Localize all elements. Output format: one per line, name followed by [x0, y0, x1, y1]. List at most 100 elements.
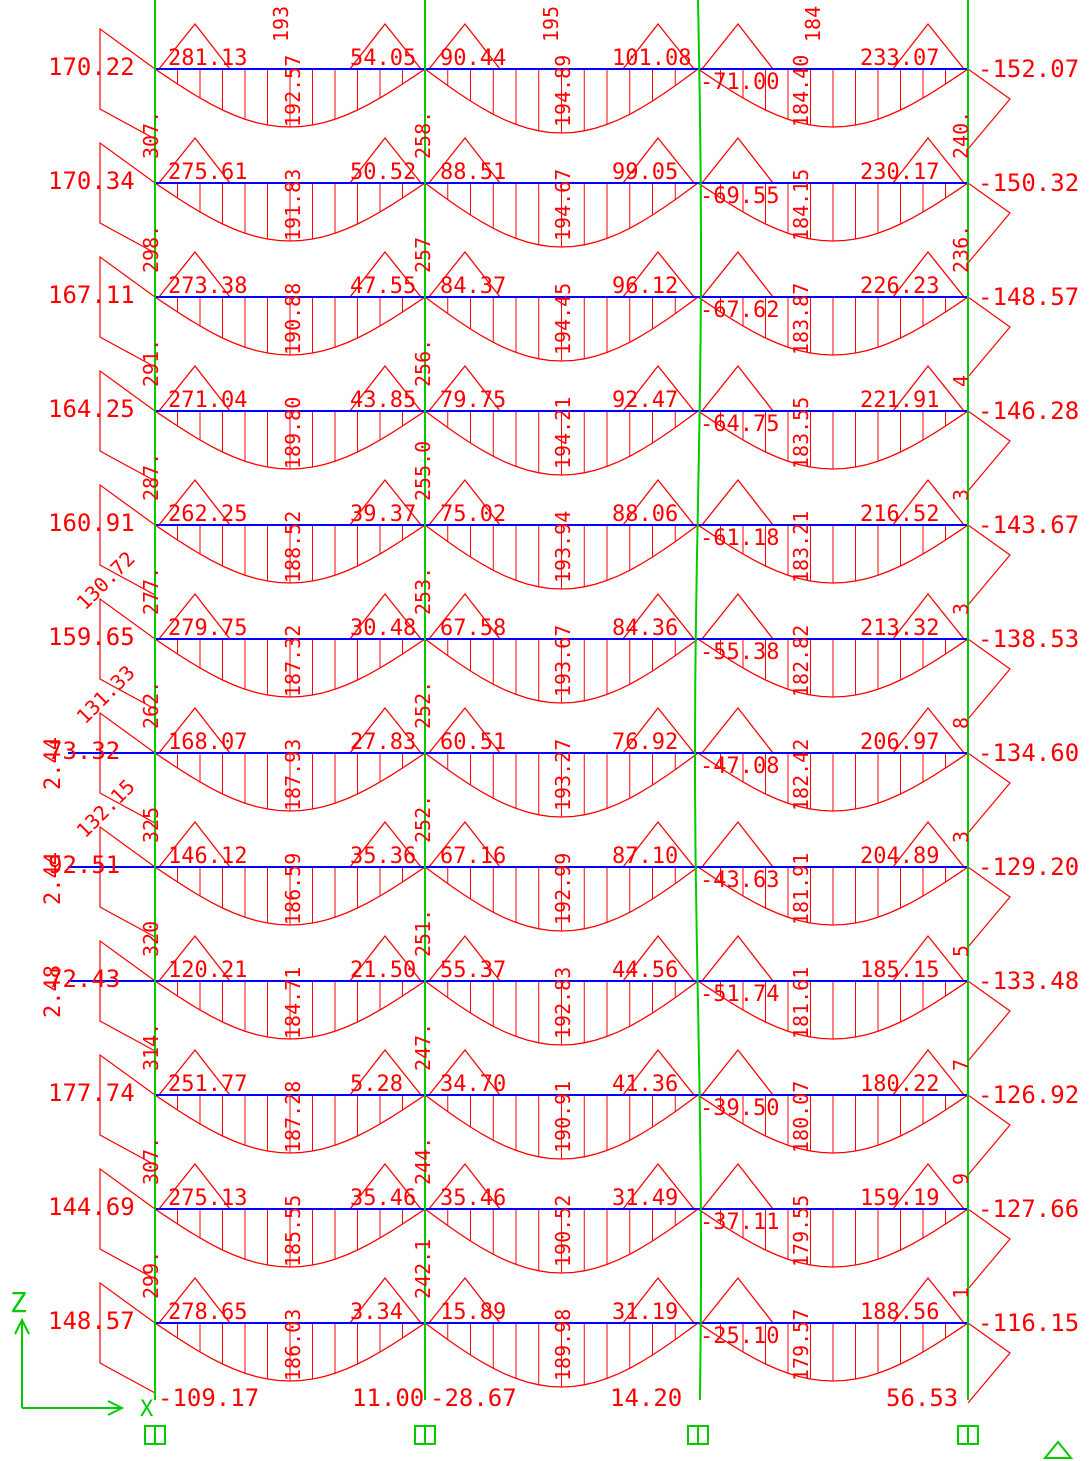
column4-moment-7: 3: [949, 831, 973, 843]
moment-spike-left-f4-s1: [158, 364, 231, 412]
span3-right-moment-f10: 180.22: [860, 1072, 939, 1097]
column4-moment-6: 8: [949, 717, 973, 729]
span1-left-moment-f9: 120.21: [168, 958, 247, 983]
span2-right-moment-f9: 44.56: [612, 958, 678, 983]
span1-right-moment-f11: 35.46: [350, 1186, 416, 1211]
span3-right-moment-f11: 159.19: [860, 1186, 939, 1211]
axes-indicator: Z X: [10, 1286, 154, 1422]
span3-right-moment-f6: 213.32: [860, 616, 939, 641]
moment-spike-left-f1-s1: [158, 22, 231, 70]
moment-right-end-f10: [967, 1094, 1011, 1176]
span3-left-moment-f8: -43.63: [700, 868, 779, 893]
moment-spike-right-f11-s3: [892, 1162, 965, 1210]
span3-right-moment-f9: 185.15: [860, 958, 939, 983]
span2-right-moment-f2: 99.05: [612, 160, 678, 185]
span1-mid-moment-f7: 187.93: [281, 739, 305, 811]
moment-spike-left-f12-s3: [701, 1276, 774, 1324]
span1-left-moment-f3: 273.38: [168, 274, 247, 299]
span1-left-moment-f1: 281.13: [168, 46, 247, 71]
bottom-column3-moment: 14.20: [610, 1384, 682, 1412]
column2-moment-6: 252.: [411, 681, 435, 729]
left-end-moment-f11: 144.69: [48, 1193, 135, 1221]
moment-spike-left-f2-s3: [701, 136, 774, 184]
span2-mid-moment-f5: 193.94: [551, 511, 575, 583]
moment-left-end-f12: [99, 1281, 156, 1394]
left-end-moment-f10: 177.74: [48, 1079, 135, 1107]
column1-moment-3: 291.: [139, 339, 163, 387]
moment-spike-right-f11-s2: [622, 1162, 695, 1210]
moment-spike-right-f3-s3: [892, 250, 965, 298]
moment-spike-left-f9-s2: [428, 934, 501, 982]
moment-spike-left-f5-s2: [428, 478, 501, 526]
span1-left-moment-f12: 278.65: [168, 1300, 247, 1325]
moment-spike-right-f6-s3: [892, 592, 965, 640]
moment-spike-right-f7-s3: [892, 706, 965, 754]
moment-diagram-layer: [99, 22, 1011, 1404]
column1-moment-10: 307.: [139, 1137, 163, 1185]
column4-moment-5: 3: [949, 603, 973, 615]
span2-left-moment-f2: 88.51: [440, 160, 506, 185]
moment-spike-left-f5-s1: [158, 478, 231, 526]
span3-left-moment-f11: -37.11: [700, 1210, 779, 1235]
column2-moment-1: 258.: [411, 111, 435, 159]
column4-moment-10: 9: [949, 1173, 973, 1185]
span3-right-moment-f1: 233.07: [860, 46, 939, 71]
span2-left-moment-f5: 75.02: [440, 502, 506, 527]
span3-left-moment-f1: -71.00: [700, 70, 779, 95]
span1-left-moment-f5: 262.25: [168, 502, 247, 527]
span1-mid-moment-f4: 189.80: [281, 397, 305, 469]
span3-left-moment-f6: -55.38: [700, 640, 779, 665]
right-end-moment-f2: -150.32: [978, 169, 1079, 197]
moment-spike-right-f5-s1: [349, 478, 422, 526]
span2-right-moment-f5: 88.06: [612, 502, 678, 527]
top-fragment-1: 193: [269, 6, 293, 42]
span2-mid-moment-f8: 192.99: [551, 853, 575, 925]
span2-mid-moment-f6: 193.67: [551, 625, 575, 697]
span3-left-moment-f5: -61.18: [700, 526, 779, 551]
moment-spike-right-f1-s1: [349, 22, 422, 70]
moment-spike-left-f8-s1: [158, 820, 231, 868]
moment-spike-left-f2-s2: [428, 136, 501, 184]
moment-spike-right-f4-s3: [892, 364, 965, 412]
moment-spike-right-f12-s2: [622, 1276, 695, 1324]
moment-spike-right-f9-s2: [622, 934, 695, 982]
moment-left-end-f11: [99, 1167, 156, 1280]
span3-mid-moment-f4: 183.55: [789, 397, 813, 469]
moment-left-end-f4: [99, 369, 156, 482]
right-end-moment-f8: -129.20: [978, 853, 1079, 881]
moment-spike-right-f12-s3: [892, 1276, 965, 1324]
moment-spike-left-f3-s2: [428, 250, 501, 298]
right-end-moment-f6: -138.53: [978, 625, 1079, 653]
moment-spike-left-f11-s1: [158, 1162, 231, 1210]
moment-right-end-f12: [967, 1322, 1011, 1404]
span1-right-moment-f12: 3.34: [350, 1300, 403, 1325]
moment-spike-right-f8-s3: [892, 820, 965, 868]
right-end-moment-f5: -143.67: [978, 511, 1079, 539]
moment-right-end-f9: [967, 980, 1011, 1062]
span2-mid-moment-f11: 190.52: [551, 1195, 575, 1267]
bottom-column1-moment: -109.17: [158, 1384, 259, 1412]
top-fragment-3: 184: [801, 6, 825, 42]
support-layer: [144, 1425, 979, 1445]
span1-left-moment-f4: 271.04: [168, 388, 247, 413]
span3-mid-moment-f5: 183.21: [789, 511, 813, 583]
span2-mid-moment-f10: 190.91: [551, 1081, 575, 1153]
left-offset-label-2: 2.44: [41, 852, 66, 905]
span1-left-moment-f8: 146.12: [168, 844, 247, 869]
column2-moment-9: 247.: [411, 1023, 435, 1071]
bottom-column4-moment: 56.53: [886, 1384, 958, 1412]
column4-moment-3: 4: [949, 375, 973, 387]
moment-spike-left-f8-s2: [428, 820, 501, 868]
moment-spike-left-f11-s2: [428, 1162, 501, 1210]
span3-right-moment-f4: 221.91: [860, 388, 939, 413]
span2-mid-moment-f4: 194.21: [551, 397, 575, 469]
span3-right-moment-f3: 226.23: [860, 274, 939, 299]
left-end-moment-f12: 148.57: [48, 1307, 135, 1335]
span3-right-moment-f8: 204.89: [860, 844, 939, 869]
z-axis-label: Z: [10, 1286, 27, 1319]
span1-mid-moment-f12: 186.03: [281, 1309, 305, 1381]
moment-spike-left-f7-s3: [701, 706, 774, 754]
moment-spike-left-f6-s2: [428, 592, 501, 640]
span2-left-moment-f9: 55.37: [440, 958, 506, 983]
